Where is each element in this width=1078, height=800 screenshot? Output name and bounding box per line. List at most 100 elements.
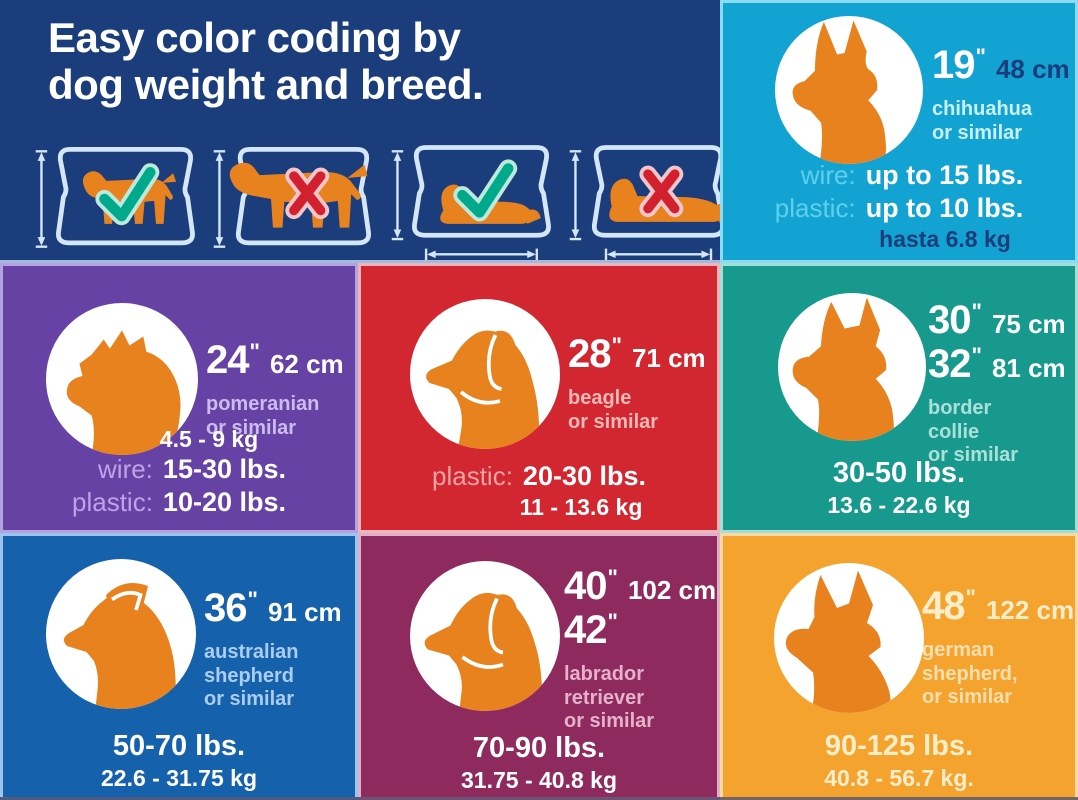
- weight-wire-value: 15-30 lbs.: [162, 454, 286, 485]
- inch-mark: ": [611, 333, 622, 358]
- panel-australian-shepherd: 36 " 91 cm australian shepherd or similar…: [0, 533, 358, 800]
- dog-circle: [775, 16, 923, 164]
- dog-circle: [778, 293, 926, 441]
- size-line: 32 " 81 cm: [928, 343, 1066, 385]
- weight-plastic-value: 10-20 lbs.: [162, 487, 286, 518]
- size-line: 19 " 48 cm: [932, 44, 1070, 86]
- breed-name: beagle or similar: [568, 387, 659, 433]
- crate-icon: [591, 145, 720, 238]
- weight-kg: hasta 6.8 kg: [879, 225, 1011, 252]
- dog-circle: [774, 563, 924, 713]
- size-inches: 28: [568, 332, 611, 376]
- dog-circle: [410, 561, 560, 711]
- size-cm: 81 cm: [991, 353, 1066, 383]
- crate-x-lying-icon: [569, 145, 720, 261]
- size-inches: 30: [928, 298, 971, 342]
- crate-fit-illustrations: [30, 136, 720, 262]
- vertical-measure-arrow-icon: [213, 150, 226, 248]
- inch-mark: ": [971, 299, 982, 324]
- breed-name: pomeranian or similar: [206, 393, 320, 439]
- weight-lbs: 90-125 lbs.: [824, 729, 974, 762]
- size-cm: 122 cm: [985, 595, 1075, 625]
- crate-x-standing-icon: [213, 146, 371, 248]
- weight-wire-value: up to 15 lbs.: [865, 160, 1024, 191]
- size-inches: 40: [564, 564, 607, 608]
- crate-check-lying-icon: [391, 145, 551, 261]
- weight-info: wire: up to 15 lbs. plastic: up to 10 lb…: [720, 159, 1078, 253]
- weight-info: 30-50 lbs. 13.6 - 22.6 kg: [720, 456, 1078, 519]
- weight-plastic-label: plastic:: [432, 461, 513, 492]
- size-cm: 91 cm: [267, 597, 342, 627]
- size-inches: 36: [204, 586, 247, 630]
- inch-mark: ": [965, 585, 976, 610]
- crate-icon: [412, 145, 551, 238]
- x-icon: [285, 167, 330, 220]
- weight-kg: 40.8 - 56.7 kg.: [824, 764, 974, 791]
- breed-name: chihuahua or similar: [932, 98, 1033, 144]
- weight-plastic-label: plastic:: [72, 487, 153, 518]
- size-line: 24 " 62 cm: [206, 339, 344, 381]
- inch-mark: ": [247, 587, 258, 612]
- size-line: 42 ": [564, 609, 716, 651]
- australian-shepherd-icon: [63, 583, 176, 709]
- size-cm: 75 cm: [991, 309, 1066, 339]
- page-title: Easy color coding by dog weight and bree…: [48, 14, 484, 109]
- panel-chihuahua: 19 " 48 cm chihuahua or similar wire: up …: [720, 0, 1078, 263]
- inch-mark: ": [975, 44, 986, 69]
- weight-kg: 13.6 - 22.6 kg: [827, 491, 971, 518]
- horizontal-measure-arrow-icon: [424, 248, 539, 261]
- panel-pomeranian: 24 " 62 cm pomeranian or similar 4.5 - 9 …: [0, 263, 358, 533]
- labrador-retriever-icon: [424, 592, 543, 711]
- header-panel: Easy color coding by dog weight and bree…: [0, 0, 720, 263]
- weight-kg: 22.6 - 31.75 kg: [101, 764, 257, 791]
- vertical-measure-arrow-icon: [35, 150, 48, 248]
- standing-dog-too-big-for-crate: [208, 136, 376, 262]
- weight-info: 50-70 lbs. 22.6 - 31.75 kg: [0, 729, 358, 792]
- dog-circle: [46, 559, 196, 709]
- weight-plastic-value: 20-30 lbs.: [522, 461, 646, 492]
- inch-mark: ": [607, 609, 618, 634]
- border-collie-icon: [792, 297, 894, 441]
- breed-name: australian shepherd or similar: [204, 641, 299, 711]
- weight-info: 4.5 - 9 kg wire: 15-30 lbs. plastic: 10-…: [0, 425, 358, 519]
- weight-kg: 11 - 13.6 kg: [519, 493, 643, 520]
- size-inches: 32: [928, 342, 971, 386]
- size-cm: 71 cm: [631, 343, 706, 373]
- check-icon: [453, 159, 518, 222]
- pomeranian-icon: [66, 330, 181, 455]
- panel-labrador-retriever: 40 " 102 cm 42 " labrador retriever or sim…: [358, 533, 720, 800]
- chihuahua-icon: [792, 20, 886, 164]
- lying-dog-fits-crate: [386, 136, 554, 262]
- inch-mark: ": [249, 339, 260, 364]
- dog-circle: [410, 299, 560, 449]
- panel-border-collie: 30 " 75 cm 32 " 81 cm border collie or sim…: [720, 263, 1078, 533]
- size-line: 36 " 91 cm: [204, 587, 342, 629]
- size-cm: 62 cm: [269, 349, 344, 379]
- crate-check-standing-icon: [35, 146, 195, 248]
- lying-dog-too-big-for-crate: [564, 136, 720, 262]
- breed-name: german shepherd, or similar: [922, 639, 1018, 709]
- horizontal-measure-arrow-icon: [604, 248, 713, 261]
- weight-kg: 4.5 - 9 kg: [159, 426, 259, 453]
- weight-wire-label: wire:: [98, 454, 153, 485]
- size-inches: 48: [922, 584, 965, 628]
- size-cm: 48 cm: [995, 54, 1070, 84]
- size-line: 48 " 122 cm: [922, 585, 1074, 627]
- weight-plastic-label: plastic:: [774, 193, 856, 224]
- weight-info: 70-90 lbs. 31.75 - 40.8 kg: [358, 731, 720, 794]
- size-inches: 19: [932, 43, 975, 87]
- check-icon: [95, 163, 160, 226]
- crate-icon: [56, 146, 195, 246]
- beagle-icon: [426, 330, 540, 449]
- dog-circle: [46, 303, 198, 455]
- size-line: 40 " 102 cm: [564, 565, 716, 607]
- standing-dog-fits-crate: [30, 136, 198, 262]
- size-line: 28 " 71 cm: [568, 333, 706, 375]
- breed-name: border collie or similar: [928, 397, 1019, 467]
- weight-lbs: 50-70 lbs.: [112, 729, 246, 762]
- weight-lbs: 30-50 lbs.: [832, 456, 966, 489]
- weight-info: plastic: 20-30 lbs. 11 - 13.6 kg: [358, 460, 720, 521]
- vertical-measure-arrow-icon: [391, 150, 404, 241]
- weight-kg: 31.75 - 40.8 kg: [461, 766, 617, 793]
